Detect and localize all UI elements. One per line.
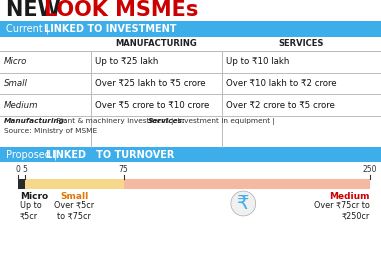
Text: Over ₹75cr to
₹250cr: Over ₹75cr to ₹250cr [314, 201, 370, 220]
Text: 250: 250 [363, 165, 377, 174]
Text: Plant & machinery investment |: Plant & machinery investment | [54, 118, 176, 125]
Bar [0, 21, 381, 37]
Text: Medium: Medium [330, 192, 370, 201]
Text: Up to ₹10 lakh: Up to ₹10 lakh [226, 57, 290, 66]
Text: Micro: Micro [20, 192, 48, 201]
Text: 5: 5 [22, 165, 27, 174]
Text: Services:: Services: [148, 118, 186, 124]
Text: Over ₹5 crore to ₹10 crore: Over ₹5 crore to ₹10 crore [95, 101, 210, 110]
Text: Small: Small [60, 192, 88, 201]
Text: Proposed |: Proposed | [6, 149, 60, 160]
Text: Current |: Current | [6, 24, 52, 34]
Bar [0, 147, 381, 162]
Text: Investment in equipment |: Investment in equipment | [175, 118, 275, 125]
Text: Over ₹25 lakh to ₹5 crore: Over ₹25 lakh to ₹5 crore [95, 79, 206, 88]
Text: Over ₹5cr
to ₹75cr: Over ₹5cr to ₹75cr [54, 201, 94, 220]
Bar [0, 51, 381, 147]
Text: MANUFACTURING: MANUFACTURING [115, 40, 197, 48]
Bar [18, 179, 25, 189]
Text: Up to
₹5cr: Up to ₹5cr [20, 201, 42, 220]
Text: LOOK MSMEs: LOOK MSMEs [44, 0, 199, 20]
Text: Manufacturing:: Manufacturing: [4, 118, 68, 124]
Text: LINKED TO INVESTMENT: LINKED TO INVESTMENT [44, 24, 176, 34]
Bar [25, 179, 123, 189]
Text: Over ₹2 crore to ₹5 crore: Over ₹2 crore to ₹5 crore [226, 101, 335, 110]
Text: SERVICES: SERVICES [279, 40, 324, 48]
Text: 0: 0 [16, 165, 21, 174]
Text: NEW: NEW [6, 0, 68, 20]
Text: Up to ₹25 lakh: Up to ₹25 lakh [95, 57, 158, 66]
Text: 75: 75 [119, 165, 128, 174]
Text: Small: Small [4, 79, 28, 88]
Bar [123, 179, 370, 189]
Text: LINKED   TO TURNOVER: LINKED TO TURNOVER [46, 150, 174, 160]
Text: Source: Ministry of MSME: Source: Ministry of MSME [4, 128, 97, 134]
Text: Micro: Micro [4, 57, 27, 66]
Text: Medium: Medium [4, 101, 38, 110]
Text: ₹: ₹ [237, 194, 250, 213]
Text: Over ₹10 lakh to ₹2 crore: Over ₹10 lakh to ₹2 crore [226, 79, 337, 88]
